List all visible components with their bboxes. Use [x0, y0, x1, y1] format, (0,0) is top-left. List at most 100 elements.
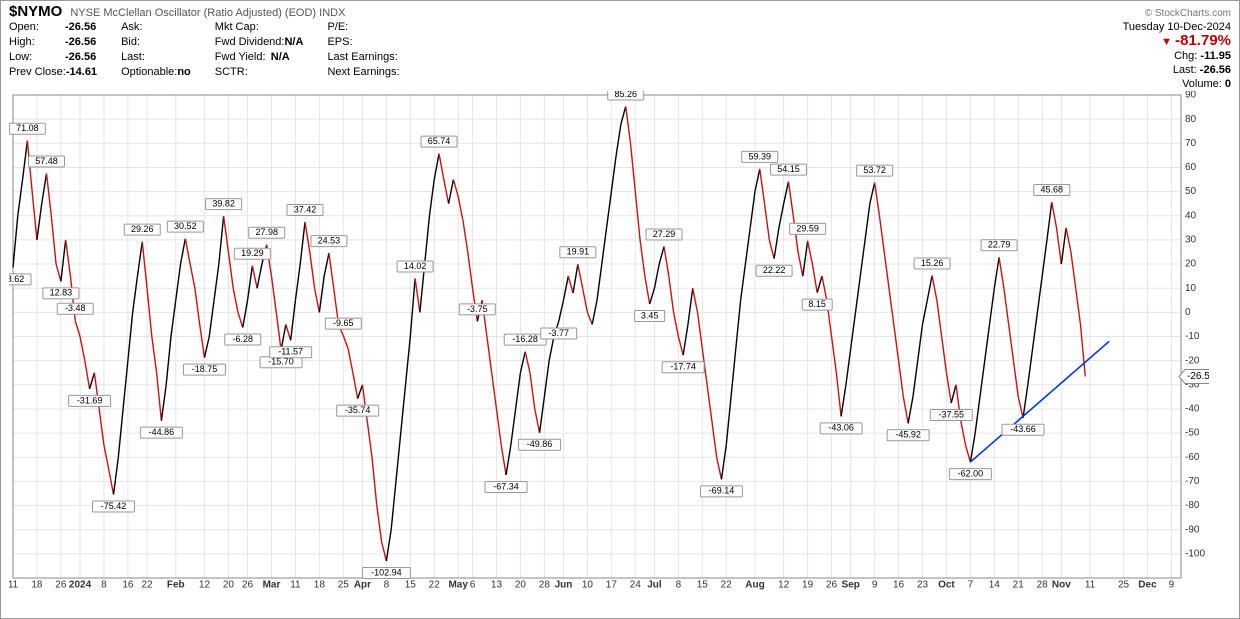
- svg-text:-49.86: -49.86: [527, 439, 553, 449]
- fwdyield-label: Fwd Yield:: [215, 50, 271, 64]
- mktcap-label: Mkt Cap:: [215, 20, 271, 34]
- svg-text:20: 20: [515, 579, 527, 590]
- change-block: Tuesday 10-Dec-2024 ▼ -81.79% Chg: -11.9…: [1123, 20, 1231, 91]
- svg-text:-62.00: -62.00: [958, 468, 984, 478]
- svg-text:12: 12: [199, 579, 211, 590]
- svg-text:8: 8: [384, 579, 390, 590]
- svg-text:39.82: 39.82: [212, 199, 235, 209]
- optionable-value: no: [177, 66, 190, 78]
- svg-text:-3.77: -3.77: [548, 328, 569, 338]
- svg-text:29.59: 29.59: [796, 223, 819, 233]
- svg-text:16: 16: [122, 579, 134, 590]
- svg-text:8: 8: [676, 579, 682, 590]
- svg-text:19.29: 19.29: [241, 248, 264, 258]
- svg-text:9: 9: [872, 579, 878, 590]
- stats-col-4: P/E: EPS: Last Earnings: Next Earnings:: [327, 20, 399, 79]
- svg-text:-3.48: -3.48: [65, 303, 86, 313]
- svg-text:65.74: 65.74: [428, 136, 451, 146]
- low-value: -26.56: [65, 51, 96, 63]
- ticker-description: NYSE McClellan Oscillator (Ratio Adjuste…: [70, 7, 345, 19]
- svg-text:60: 60: [1185, 162, 1197, 173]
- svg-text:24: 24: [630, 579, 642, 590]
- high-value: -26.56: [65, 36, 96, 48]
- svg-text:15.26: 15.26: [921, 258, 944, 268]
- svg-text:-9.65: -9.65: [333, 318, 354, 328]
- svg-text:28: 28: [1037, 579, 1049, 590]
- svg-text:3.45: 3.45: [641, 310, 659, 320]
- svg-text:21: 21: [1013, 579, 1025, 590]
- svg-text:14: 14: [989, 579, 1001, 590]
- svg-text:-35.74: -35.74: [345, 405, 371, 415]
- svg-text:-90: -90: [1185, 524, 1200, 535]
- svg-text:6: 6: [470, 579, 476, 590]
- svg-text:-80: -80: [1185, 500, 1200, 511]
- sctr-label: SCTR:: [215, 65, 271, 79]
- svg-text:15: 15: [405, 579, 417, 590]
- open-label: Open:: [9, 20, 65, 34]
- svg-text:57.48: 57.48: [35, 156, 58, 166]
- fwddiv-label: Fwd Dividend:: [215, 35, 285, 49]
- svg-text:2024: 2024: [69, 579, 92, 590]
- stats-col-1: Open:-26.56 High:-26.56 Low:-26.56 Prev …: [9, 20, 97, 79]
- svg-text:28: 28: [539, 579, 551, 590]
- svg-text:29.26: 29.26: [131, 224, 154, 234]
- svg-text:71.08: 71.08: [16, 123, 39, 133]
- svg-text:-60: -60: [1185, 452, 1200, 463]
- svg-text:8: 8: [101, 579, 107, 590]
- svg-text:50: 50: [1185, 186, 1197, 197]
- svg-text:18: 18: [314, 579, 326, 590]
- eps-label: EPS:: [327, 35, 383, 49]
- svg-text:22: 22: [721, 579, 733, 590]
- svg-text:22.79: 22.79: [988, 240, 1011, 250]
- svg-text:13: 13: [491, 579, 503, 590]
- stats-row: Open:-26.56 High:-26.56 Low:-26.56 Prev …: [9, 20, 1231, 91]
- ask-label: Ask:: [121, 20, 177, 34]
- svg-text:-18.75: -18.75: [192, 364, 218, 374]
- svg-text:-3.75: -3.75: [467, 304, 488, 314]
- svg-text:Apr: Apr: [354, 579, 371, 590]
- chg-label: Chg:: [1174, 50, 1197, 62]
- svg-text:27.29: 27.29: [653, 229, 676, 239]
- volume-label: Volume:: [1182, 78, 1222, 90]
- low-label: Low:: [9, 50, 65, 64]
- optionable-label: Optionable:: [121, 65, 177, 79]
- svg-text:17: 17: [606, 579, 618, 590]
- svg-text:-37.55: -37.55: [938, 409, 964, 419]
- svg-text:11: 11: [1085, 579, 1096, 590]
- svg-text:-6.28: -6.28: [233, 334, 254, 344]
- svg-text:19: 19: [802, 579, 814, 590]
- chart-header: $NYMO NYSE McClellan Oscillator (Ratio A…: [1, 1, 1239, 91]
- svg-text:Jul: Jul: [647, 579, 662, 590]
- svg-text:-43.66: -43.66: [1010, 424, 1036, 434]
- svg-text:22.22: 22.22: [763, 265, 786, 275]
- svg-text:-16.28: -16.28: [512, 334, 538, 344]
- svg-text:85.26: 85.26: [614, 91, 637, 99]
- svg-text:16: 16: [893, 579, 905, 590]
- svg-text:22: 22: [429, 579, 441, 590]
- svg-text:45.68: 45.68: [1040, 184, 1063, 194]
- svg-text:90: 90: [1185, 91, 1197, 101]
- svg-text:-17.74: -17.74: [670, 362, 696, 372]
- svg-text:Mar: Mar: [263, 579, 281, 590]
- svg-text:-45.92: -45.92: [895, 430, 921, 440]
- open-value: -26.56: [65, 21, 96, 33]
- svg-text:25: 25: [338, 579, 350, 590]
- svg-text:Nov: Nov: [1052, 579, 1071, 590]
- svg-text:37.42: 37.42: [294, 204, 317, 214]
- svg-text:26: 26: [242, 579, 254, 590]
- last-price-label: Last:: [1173, 64, 1197, 76]
- svg-text:30.52: 30.52: [174, 221, 197, 231]
- prevclose-label: Prev Close:: [9, 65, 66, 79]
- svg-text:10: 10: [1185, 283, 1197, 294]
- svg-text:18.62: 18.62: [9, 274, 24, 284]
- svg-text:-44.86: -44.86: [149, 427, 175, 437]
- svg-text:0: 0: [1185, 307, 1191, 318]
- credit-label: © StockCharts.com: [1145, 8, 1231, 19]
- svg-text:70: 70: [1185, 138, 1197, 149]
- svg-text:-75.42: -75.42: [101, 501, 127, 511]
- stats-block: Open:-26.56 High:-26.56 Low:-26.56 Prev …: [9, 20, 400, 79]
- svg-text:12: 12: [778, 579, 790, 590]
- stats-col-3: Mkt Cap: Fwd Dividend:N/A Fwd Yield:N/A …: [215, 20, 304, 79]
- stats-col-2: Ask: Bid: Last: Optionable:no: [121, 20, 191, 79]
- down-triangle-icon: ▼: [1161, 36, 1172, 48]
